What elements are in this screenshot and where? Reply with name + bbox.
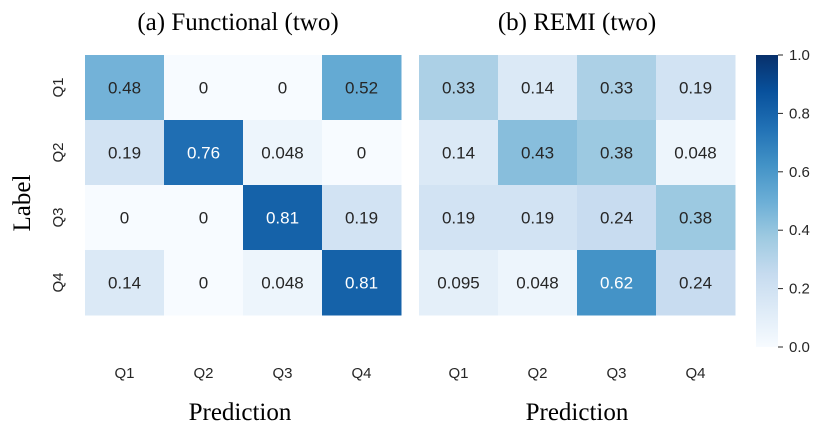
panel-a-cell-r3-c1 bbox=[85, 185, 165, 251]
panel-b-x-tick-q2: Q2 bbox=[527, 365, 547, 382]
panel-b-cell-r3-c2 bbox=[498, 185, 578, 251]
panel-b-cell-r3-c1 bbox=[419, 185, 499, 251]
panel-a-cell-r3-c2 bbox=[164, 185, 244, 251]
panel-a-cell-r2-c4 bbox=[322, 120, 402, 186]
panel-b-cell-label-r2-c2: 0.43 bbox=[521, 144, 554, 163]
panel-a-cell-r4-c1 bbox=[85, 250, 165, 316]
panel-b-x-tick-q1: Q1 bbox=[448, 365, 468, 382]
panel-a-cell-label-r1-c1: 0.48 bbox=[108, 79, 141, 98]
panel-a-x-tick-q1: Q1 bbox=[114, 365, 134, 382]
colorbar-gradient bbox=[756, 55, 778, 347]
panel-a-x-tick-q4: Q4 bbox=[351, 365, 371, 382]
panel-a-cell-label-r2-c3: 0.048 bbox=[261, 144, 304, 163]
panel-b-cell-label-r4-c1: 0.095 bbox=[437, 274, 480, 293]
panel-b-cell-label-r3-c3: 0.24 bbox=[600, 209, 633, 228]
panel-b-cell-label-r3-c2: 0.19 bbox=[521, 209, 554, 228]
panel-a-cell-r4-c3 bbox=[243, 250, 323, 316]
panel-b-cell-label-r1-c2: 0.14 bbox=[521, 79, 554, 98]
panel-b-cell-r4-c1 bbox=[419, 250, 499, 316]
panel-a-cell-label-r4-c3: 0.048 bbox=[261, 274, 304, 293]
panel-a-cell-label-r2-c1: 0.19 bbox=[108, 144, 141, 163]
panel-b-cell-label-r4-c4: 0.24 bbox=[679, 274, 712, 293]
panel-a-cell-r3-c4 bbox=[322, 185, 402, 251]
panel-b-cell-r1-c4 bbox=[656, 55, 736, 121]
panel-a-cell-label-r4-c4: 0.81 bbox=[345, 274, 378, 293]
panel-b-cell-label-r4-c2: 0.048 bbox=[516, 274, 559, 293]
panel-a-cell-label-r3-c1: 0 bbox=[120, 209, 129, 228]
panel-b-x-tick-q4: Q4 bbox=[685, 365, 705, 382]
panel-b-cell-r2-c2 bbox=[498, 120, 578, 186]
panel-b-cell-r3-c4 bbox=[656, 185, 736, 251]
panel-a-cell-r1-c1 bbox=[85, 55, 165, 121]
colorbar-tick-label-1: 0.2 bbox=[789, 281, 810, 298]
panel-b-x-tick-q3: Q3 bbox=[606, 365, 626, 382]
panel-a-cell-label-r3-c3: 0.81 bbox=[266, 209, 299, 228]
colorbar-tick-label-4: 0.8 bbox=[789, 105, 810, 122]
panel-a-cell-label-r3-c4: 0.19 bbox=[345, 209, 378, 228]
panel-b-x-axis-label: Prediction bbox=[526, 399, 629, 426]
panel-a-x-axis-label: Prediction bbox=[189, 399, 292, 426]
panel-a-cell-label-r2-c2: 0.76 bbox=[187, 144, 220, 163]
panel-b-cell-r2-c1 bbox=[419, 120, 499, 186]
panel-a-cell-r1-c2 bbox=[164, 55, 244, 121]
panel-b-cell-r4-c3 bbox=[577, 250, 657, 316]
panel-b-heatmap: 0.33 0.14 0.33 0.19 0.14 0.43 0.38 0.048 0.19 0.1… bbox=[419, 55, 736, 382]
panel-b-title: (b) REMI (two) bbox=[498, 9, 656, 36]
y-tick-q4: Q4 bbox=[50, 272, 67, 292]
panel-b-cell-label-r3-c4: 0.38 bbox=[679, 209, 712, 228]
panel-a-cell-r3-c3 bbox=[243, 185, 323, 251]
panel-a-cell-label-r3-c2: 0 bbox=[199, 209, 208, 228]
panel-b-cell-r1-c2 bbox=[498, 55, 578, 121]
panel-b-cell-label-r2-c4: 0.048 bbox=[674, 144, 717, 163]
panel-a-cell-r4-c2 bbox=[164, 250, 244, 316]
panel-a-cell-r4-c4 bbox=[322, 250, 402, 316]
colorbar-tick-label-5: 1.0 bbox=[789, 47, 810, 64]
y-axis-label: Label bbox=[9, 174, 36, 231]
panel-a-cell-r1-c4 bbox=[322, 55, 402, 121]
panel-b-cell-r1-c1 bbox=[419, 55, 499, 121]
colorbar: 0.0 0.2 0.4 0.6 0.8 1.0 bbox=[756, 47, 810, 356]
panel-a-x-tick-q3: Q3 bbox=[272, 365, 292, 382]
panel-a-title: (a) Functional (two) bbox=[137, 9, 338, 36]
panel-b-cell-r1-c3 bbox=[577, 55, 657, 121]
y-tick-q2: Q2 bbox=[50, 142, 67, 162]
panel-b-cell-r3-c3 bbox=[577, 185, 657, 251]
panel-b-cell-r4-c2 bbox=[498, 250, 578, 316]
colorbar-tick-label-3: 0.6 bbox=[789, 164, 810, 181]
panel-b-cell-r2-c4 bbox=[656, 120, 736, 186]
colorbar-tick-label-0: 0.0 bbox=[789, 339, 810, 356]
panel-a-cell-label-r2-c4: 0 bbox=[357, 144, 366, 163]
y-tick-q3: Q3 bbox=[50, 207, 67, 227]
panel-a-x-tick-q2: Q2 bbox=[193, 365, 213, 382]
panel-b-cell-label-r1-c1: 0.33 bbox=[442, 79, 475, 98]
panel-b-cell-label-r1-c3: 0.33 bbox=[600, 79, 633, 98]
y-tick-q1: Q1 bbox=[50, 77, 67, 97]
panel-b-cell-label-r2-c3: 0.38 bbox=[600, 144, 633, 163]
panel-a-cell-r2-c3 bbox=[243, 120, 323, 186]
panel-b-cell-label-r2-c1: 0.14 bbox=[442, 144, 475, 163]
panel-a-heatmap: 0.48 0 0 0.52 0.19 0.76 0.048 0 0 0 0.81 0.19 0.14 0 0… bbox=[50, 55, 402, 382]
panel-a-cell-label-r4-c1: 0.14 bbox=[108, 274, 141, 293]
panel-a-cell-r1-c3 bbox=[243, 55, 323, 121]
panel-a-cell-label-r1-c3: 0 bbox=[278, 79, 287, 98]
panel-a-cell-label-r1-c2: 0 bbox=[199, 79, 208, 98]
panel-a-cell-label-r1-c4: 0.52 bbox=[345, 79, 378, 98]
panel-a-cell-r2-c2 bbox=[164, 120, 244, 186]
colorbar-tick-label-2: 0.4 bbox=[789, 222, 810, 239]
panel-a-cell-r2-c1 bbox=[85, 120, 165, 186]
panel-b-cell-label-r4-c3: 0.62 bbox=[600, 274, 633, 293]
panel-b-cell-r4-c4 bbox=[656, 250, 736, 316]
panel-b-cell-r2-c3 bbox=[577, 120, 657, 186]
panel-a-cell-label-r4-c2: 0 bbox=[199, 274, 208, 293]
panel-b-cell-label-r3-c1: 0.19 bbox=[442, 209, 475, 228]
panel-b-cell-label-r1-c4: 0.19 bbox=[679, 79, 712, 98]
